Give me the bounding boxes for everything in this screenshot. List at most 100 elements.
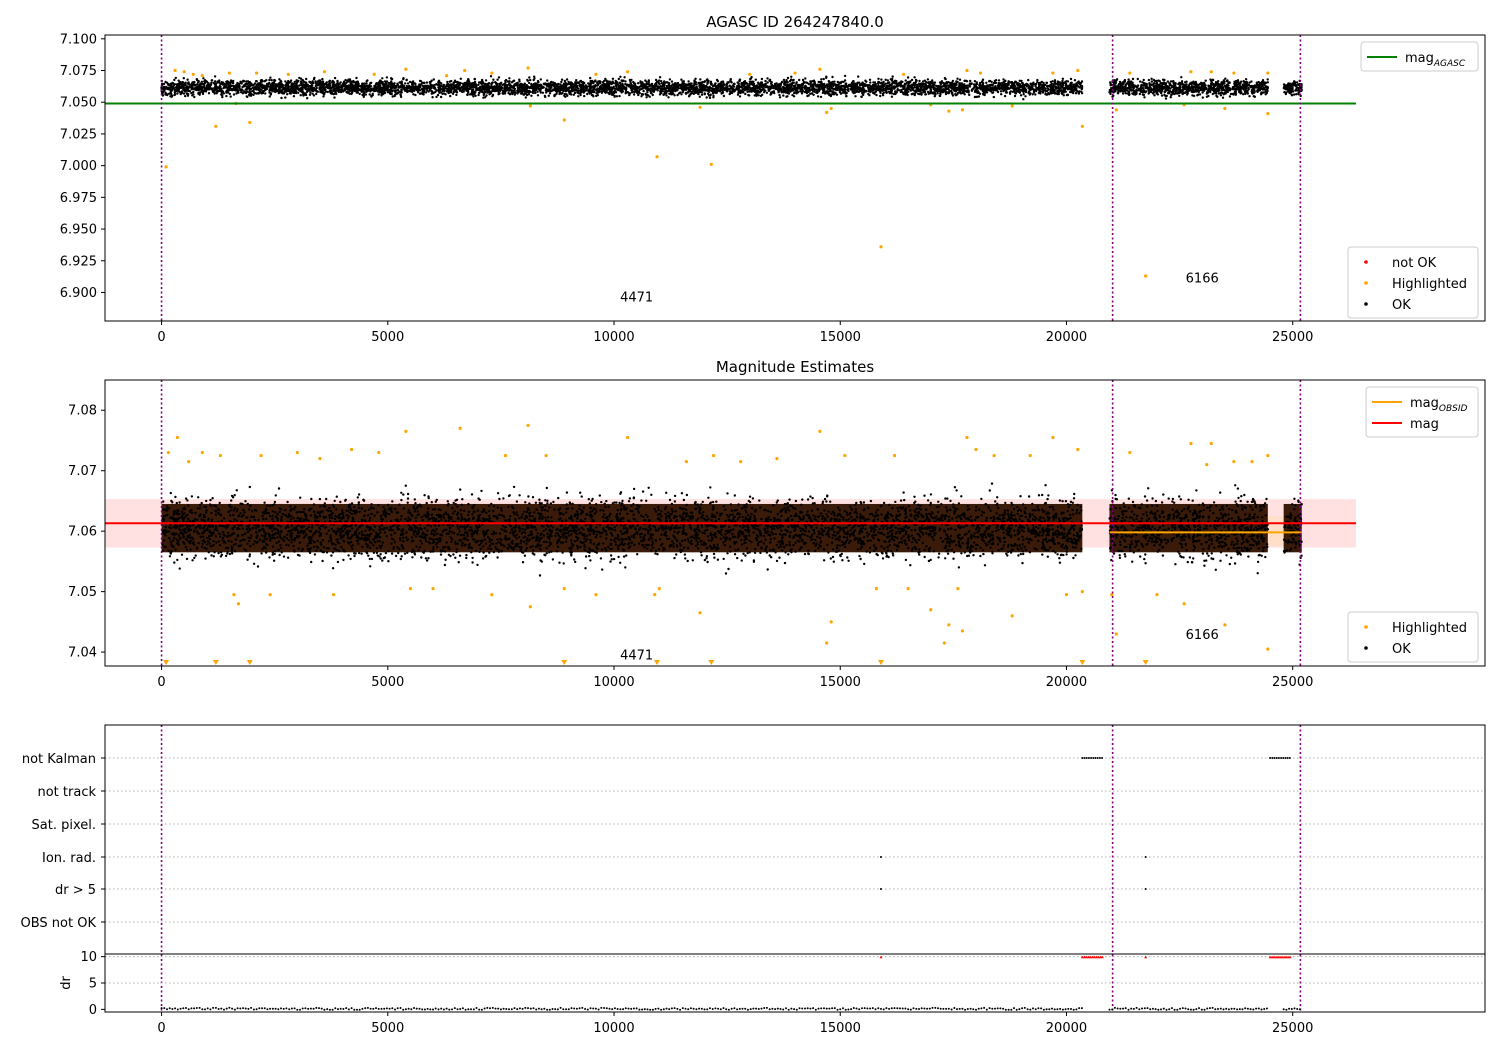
ok-point <box>190 82 194 85</box>
ok-point <box>321 77 324 81</box>
ok-point <box>966 84 969 87</box>
ok-point <box>648 83 651 86</box>
ok-point <box>762 91 766 94</box>
ok-point <box>439 95 443 99</box>
ok-point <box>386 88 390 91</box>
ok-point <box>221 95 224 99</box>
ok-point <box>954 93 957 96</box>
ok-point <box>248 94 251 97</box>
ok-point <box>744 92 747 96</box>
ok-point <box>680 93 683 96</box>
ok-point <box>508 80 511 83</box>
ok-point <box>935 84 938 88</box>
ok-point <box>1046 84 1049 88</box>
ok-point <box>406 82 410 85</box>
ok-point <box>539 78 542 81</box>
ok-point <box>871 85 874 88</box>
ok-point <box>715 91 718 95</box>
ok-point <box>575 85 578 88</box>
ok-point <box>1029 82 1032 86</box>
ok-point <box>268 89 271 92</box>
ok-point <box>833 80 836 83</box>
ok-point <box>391 89 394 92</box>
ok-point <box>798 78 801 82</box>
ok-point <box>820 78 823 81</box>
ok-point <box>270 79 273 82</box>
agasc-panel-title: AGASC ID 264247840.0 <box>706 13 884 31</box>
ok-point <box>913 76 916 79</box>
ok-point <box>853 91 856 94</box>
ok-point <box>492 78 495 81</box>
ok-point <box>665 94 668 97</box>
ok-point <box>530 94 533 98</box>
ok-point <box>900 88 903 92</box>
ok-point <box>786 76 790 80</box>
ok-point <box>862 87 865 90</box>
ok-point <box>1015 89 1018 92</box>
ok-point <box>297 91 300 95</box>
ok-point <box>495 86 498 90</box>
ok-point <box>1025 85 1028 88</box>
ok-point <box>707 94 711 97</box>
ok-point <box>225 94 228 98</box>
ok-point <box>377 93 380 96</box>
ok-point <box>593 90 596 94</box>
ok-point <box>592 95 595 98</box>
ok-point <box>1060 81 1064 84</box>
ok-point <box>280 90 283 93</box>
ok-point <box>438 81 441 84</box>
ok-point <box>487 82 491 85</box>
ok-point <box>528 76 531 79</box>
ok-point <box>289 92 292 95</box>
ok-point <box>662 84 665 87</box>
ok-point <box>887 81 890 85</box>
ok-point <box>546 79 549 82</box>
ok-point <box>709 81 713 84</box>
ok-point <box>776 83 780 87</box>
ok-point <box>1042 81 1045 85</box>
ok-point <box>976 95 979 99</box>
ok-point <box>179 83 183 86</box>
ok-point <box>511 92 514 96</box>
ok-point <box>658 93 662 96</box>
ok-point <box>446 80 449 84</box>
ok-point <box>503 82 506 86</box>
ok-point <box>234 86 237 89</box>
ok-point <box>663 86 666 90</box>
ok-point <box>597 91 600 94</box>
ok-point <box>857 75 860 78</box>
ok-point <box>550 86 553 89</box>
ok-point <box>327 87 331 90</box>
ok-point <box>613 95 616 98</box>
ok-point <box>312 94 316 97</box>
ok-point <box>637 82 640 85</box>
ok-point <box>565 78 569 81</box>
ok-point <box>792 95 796 98</box>
ok-point <box>292 95 296 98</box>
ok-point <box>431 96 434 99</box>
ok-point <box>477 91 481 95</box>
ok-point <box>604 77 607 81</box>
ok-point <box>668 82 671 85</box>
ok-point <box>528 89 531 93</box>
ok-point <box>307 87 310 90</box>
ok-point <box>643 83 646 87</box>
ok-point <box>203 81 207 85</box>
ok-point <box>911 92 915 95</box>
ok-point <box>496 78 499 81</box>
ok-point <box>975 81 978 84</box>
ok-point <box>851 80 855 83</box>
ok-point <box>444 93 447 96</box>
ok-point <box>765 91 769 95</box>
ok-point <box>396 91 400 95</box>
ok-point <box>523 82 526 85</box>
ok-point <box>177 79 180 82</box>
ok-point <box>821 84 824 88</box>
ok-point <box>1050 84 1053 88</box>
ok-point <box>929 92 932 95</box>
ok-point <box>1080 90 1083 93</box>
ok-point <box>560 78 564 81</box>
ok-point <box>1069 77 1073 81</box>
ok-point <box>361 85 364 88</box>
